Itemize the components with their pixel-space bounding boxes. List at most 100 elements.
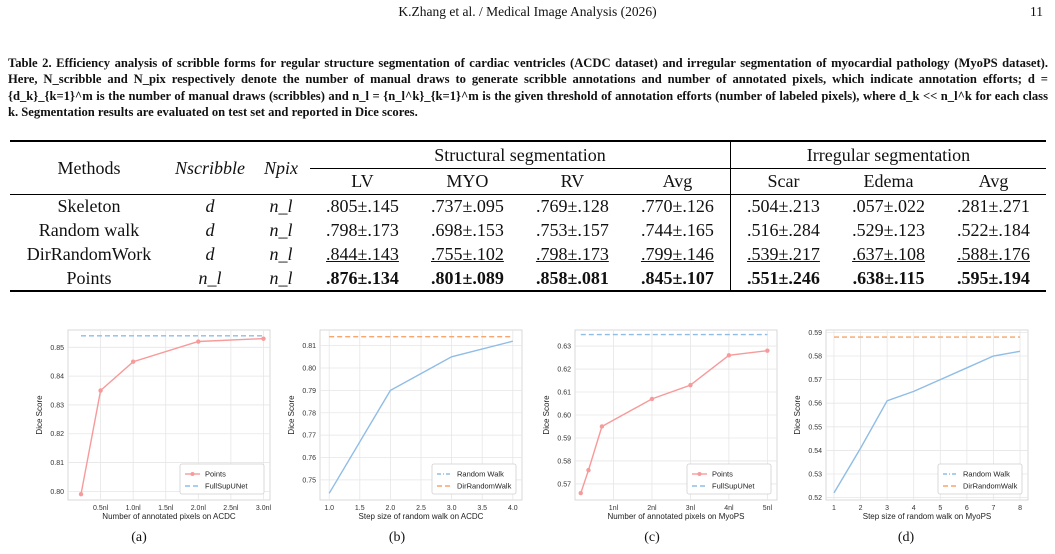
x-axis-label: Step size of random walk on MyoPS	[863, 512, 992, 521]
y-tick-label: 0.58	[808, 353, 822, 360]
nscribble-value: d	[205, 220, 215, 240]
score-cell: .799±.146	[640, 244, 714, 264]
data-point	[599, 424, 605, 429]
y-axis-label: Dice Score	[287, 395, 296, 435]
header-avg-irregular: Avg	[978, 171, 1009, 191]
y-tick-label: 0.57	[557, 481, 571, 488]
legend-box	[937, 463, 1023, 495]
score-cell: .504±.213	[729, 194, 837, 219]
score-cell: .876±.134	[326, 267, 399, 288]
score-cell: .522±.184	[957, 220, 1030, 240]
x-tick-label: 2	[859, 505, 863, 512]
x-tick-label: 0.5nl	[93, 505, 109, 512]
header-nscribble: Nscribble	[175, 157, 245, 178]
score-cell: .844±.143	[326, 244, 399, 264]
score-cell: .539±.217	[729, 242, 837, 267]
x-tick-label: 3.0nl	[256, 505, 272, 512]
x-tick-label: 1.0	[324, 505, 334, 512]
chart-a-svg: 0.80 0.81 0.82 0.83 0.84 0.85 0.5nl 1.0nl 1.5nl 2…	[35, 329, 272, 521]
y-tick-label: 0.56	[808, 401, 822, 408]
chart-b-svg: 0.75 0.76 0.77 0.78 0.79 0.80 0.81 1.0 1.5 2.0 2.5…	[287, 329, 523, 521]
chart-d: 0.52 0.53 0.54 0.55 0.56 0.57 0.58 0.59 1 2 3 4 5 6 7 8…	[788, 322, 1037, 522]
score-cell: .638±.115	[852, 267, 925, 288]
caption-label: Table 2.	[8, 56, 52, 70]
x-tick-label: 4.0	[508, 505, 518, 512]
x-tick-label: 7	[991, 505, 995, 512]
table-row: Points n_l n_l .876±.134 .801±.089 .858±…	[10, 266, 1046, 291]
y-tick-label: 0.83	[50, 402, 64, 409]
x-tick-label: 5nl	[763, 505, 773, 512]
x-tick-label: 1.5nl	[158, 505, 174, 512]
score-cell: .753±.157	[535, 220, 609, 240]
data-point	[586, 467, 591, 473]
x-tick-label: 3	[885, 505, 889, 512]
chart-c: 0.57 0.58 0.59 0.60 0.61 0.62 0.63 1nl 2nl 3nl 4nl…	[537, 322, 786, 522]
legend-box	[431, 463, 517, 495]
legend-label: FullSupUNet	[712, 482, 755, 491]
y-axis-label: Dice Score	[35, 395, 44, 435]
panel-label-d: (d)	[897, 530, 915, 545]
x-tick-label: 3.5	[477, 505, 487, 512]
y-tick-label: 0.63	[557, 344, 571, 351]
table-row: Skeleton d n_l .805±.145 .737±.095 .769±…	[10, 194, 1046, 219]
y-tick-label: 0.80	[50, 489, 64, 496]
legend-label: DirRandomWalk	[457, 482, 512, 491]
score-cell: .845±.107	[640, 267, 714, 288]
legend-marker	[190, 472, 195, 476]
score-cell: .057±.022	[852, 196, 925, 217]
y-tick-label: 0.75	[302, 477, 316, 484]
score-cell: .737±.095	[430, 196, 504, 217]
score-cell: .801±.089	[430, 267, 504, 288]
x-axis-label: Number of annotated pixels on MyoPS	[608, 512, 745, 521]
y-tick-label: 0.80	[302, 366, 316, 373]
method-name: Random walk	[38, 220, 140, 240]
legend-label: Random Walk	[963, 470, 1010, 479]
y-tick-label: 0.59	[557, 435, 571, 442]
score-cell: .529±.123	[852, 220, 925, 240]
legend-box	[686, 463, 772, 495]
chart-a: 0.80 0.81 0.82 0.83 0.84 0.85 0.5nl 1.0nl 1.5nl 2…	[30, 322, 279, 522]
method-name: Skeleton	[57, 196, 121, 217]
header-scar: Scar	[729, 168, 837, 195]
nscribble-value: d	[205, 196, 215, 217]
y-tick-label: 0.61	[557, 390, 571, 397]
y-tick-label: 0.58	[557, 458, 571, 465]
results-table: Methods Nscribble Npix Structural segmen…	[10, 140, 1046, 292]
caption-text: Efficiency analysis of scribble forms fo…	[8, 56, 1048, 119]
x-tick-label: 2.0	[386, 505, 396, 512]
method-name: Points	[66, 267, 112, 288]
panel-label-c: (c)	[644, 530, 660, 545]
y-tick-label: 0.82	[50, 431, 64, 438]
data-point	[261, 336, 266, 341]
legend-label: Random Walk	[457, 470, 504, 479]
score-cell: .858±.081	[535, 267, 609, 288]
data-point	[98, 388, 103, 393]
score-cell: .744±.165	[640, 220, 714, 240]
data-point	[78, 492, 84, 497]
y-tick-label: 0.76	[302, 455, 316, 462]
x-tick-label: 1	[832, 505, 836, 512]
chart-c-svg: 0.57 0.58 0.59 0.60 0.61 0.62 0.63 1nl 2nl 3nl 4nl…	[542, 329, 778, 521]
legend-label: DirRandomWalk	[963, 482, 1018, 491]
series-line	[328, 340, 513, 494]
table-row: DirRandomWork d n_l .844±.143 .755±.102 …	[10, 242, 1046, 267]
header-myo: MYO	[446, 171, 489, 191]
score-cell: .551±.246	[729, 266, 837, 291]
y-tick-label: 0.54	[808, 448, 822, 455]
legend-label: Points	[712, 470, 733, 479]
npix-value: n_l	[269, 244, 293, 264]
y-tick-label: 0.59	[808, 330, 822, 337]
header-rv: RV	[560, 171, 585, 191]
score-cell: .805±.145	[326, 196, 399, 217]
npix-value: n_l	[269, 267, 293, 288]
legend-label: FullSupUNet	[205, 482, 248, 491]
series-line	[833, 350, 1021, 494]
data-point	[578, 490, 583, 496]
npix-value: n_l	[269, 196, 293, 217]
running-title: K.Zhang et al. / Medical Image Analysis …	[398, 4, 657, 19]
x-tick-label: 2.5	[416, 505, 426, 512]
y-tick-label: 0.53	[808, 472, 822, 479]
x-tick-label: 1.0nl	[126, 505, 142, 512]
legend-box	[179, 463, 265, 495]
x-tick-label: 3.0	[447, 505, 457, 512]
